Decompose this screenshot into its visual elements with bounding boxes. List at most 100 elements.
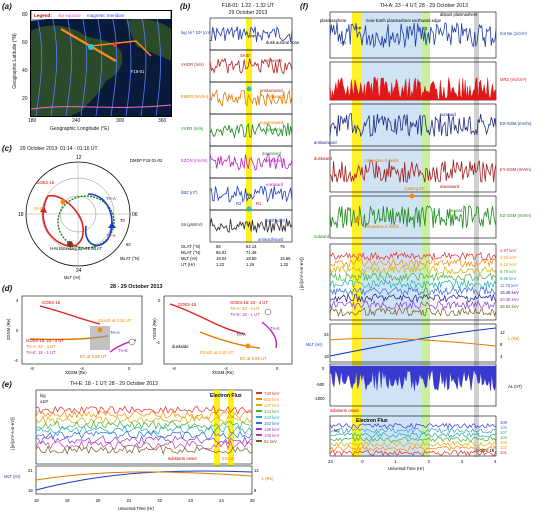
xz-frame [21, 295, 143, 365]
f-goes-legend-label: 107 [500, 430, 508, 435]
b-footer-value: 65.01 [216, 250, 227, 255]
equatorward-label: equatorward [260, 120, 284, 125]
e-energy-trace [35, 419, 253, 431]
r1-label: R1 [256, 201, 262, 206]
b-row-ylabel: VHOR (m/s) [181, 62, 204, 67]
b-row-ylabel: δBZ (nT) [181, 190, 198, 195]
b-row-trace [209, 26, 293, 43]
magnetic-meridians [35, 11, 161, 116]
e-xtick: 22 [157, 498, 162, 503]
xtick-240: 240 [72, 118, 81, 124]
xtick-360: 360 [158, 118, 167, 124]
e-electron-flux: Electron Flux [210, 393, 242, 399]
orbit-plots: GOES-15 ESAID at 0.18 UT TH-E TH-A EC at… [6, 295, 293, 375]
f-goes-legend-label: 109 [500, 420, 508, 425]
d-right-legend-tha: TH-A: 23 - 4 UT [230, 306, 260, 311]
f-vg: VG [340, 40, 346, 45]
b-footer-value: 75 [280, 244, 285, 249]
f-conv-e2: convective E fields [364, 224, 399, 229]
mlt-tick-24: 24 [76, 268, 82, 274]
e-legend-label: 108 keV [264, 433, 280, 438]
panel-b-label: (b) [180, 2, 191, 11]
f-ion-legend-label: 15.48 keV [500, 290, 519, 295]
downward-label: downward [262, 151, 282, 156]
f-goes-trace [329, 449, 497, 457]
panel-e-plot: Electron Flux substorm onset ESAID log x… [4, 389, 280, 511]
e-legend-swatch [256, 416, 262, 418]
map-xlabel: Geographic Longitude (°E) [50, 126, 110, 132]
f-l-label: L (Re) [508, 336, 520, 341]
f-pp: PP [356, 26, 362, 31]
f-tb-band [422, 12, 430, 457]
svg-text:0: 0 [128, 366, 131, 371]
f-ion-trace [329, 307, 497, 318]
f-row-label: EZ-GSM (mV/m) [500, 213, 532, 218]
legend-magnetic-meridian: magnetic meridian [86, 12, 125, 18]
svg-text:0: 0 [322, 366, 325, 371]
panel-d-title: 28 - 29 October 2013 [110, 284, 163, 290]
f-goes15: GOES-15 [476, 448, 495, 453]
e-xlabel: Universal Time (Hr) [118, 506, 155, 511]
b-row-trace [209, 186, 293, 203]
f-inward: inward [450, 208, 463, 213]
e-legend-label: 182 keV [264, 421, 280, 426]
e-energy-trace [35, 425, 253, 435]
dmsp-label: DMSP F18 01-02 [130, 158, 163, 163]
d-left-tha: TH-A [110, 330, 120, 335]
mlat-60: 60 [126, 242, 131, 247]
f-ion-ylabel: j [e/(cm²-s-sr-eV)] [299, 257, 304, 291]
d-right-the: TH-E [270, 326, 280, 331]
svg-text:12: 12 [500, 330, 505, 335]
f-ion-legend-label: 3.92 keV [500, 255, 517, 260]
f-mlt-frame [329, 323, 497, 363]
f-xtick: 4 [494, 459, 497, 464]
e-legend-label: 562 keV [264, 397, 280, 402]
said-label: SAID [240, 53, 250, 58]
ytick-40: 40 [22, 68, 28, 74]
e-energy-trace [35, 410, 253, 420]
svg-text:18: 18 [324, 354, 329, 359]
f-duskward: duskward [314, 156, 333, 161]
said-marker-vhor [246, 86, 252, 92]
e-legend-swatch [256, 404, 262, 406]
svg-text:12: 12 [254, 468, 259, 473]
panel-f-title: TH-A: 23 - 4 UT; 28 - 29 October 2013 [380, 3, 468, 9]
the-label: TH-E [106, 233, 116, 238]
said-polar-label: SAID [34, 206, 44, 211]
f-ion-legend-label: 26.83 keV [500, 304, 519, 309]
e-energy-trace [35, 430, 253, 440]
e-legend-label: 82 keV [264, 439, 277, 444]
svg-text:-4: -4 [14, 358, 18, 363]
panel-e-label: (e) [2, 380, 12, 389]
b-footer-value: 1.26 [246, 262, 255, 267]
b-row-ylabel: VVER (m/s) [181, 126, 204, 131]
xy-frame [163, 295, 293, 365]
svg-text:-4: -4 [156, 340, 160, 345]
greenland-europe-land [126, 18, 171, 61]
f-rotating-ec: rotating EC [404, 186, 425, 191]
f-goes-trace [329, 436, 497, 443]
f-tb: TB [422, 26, 428, 31]
mlt-tick-12: 12 [76, 155, 82, 161]
d-right-legend-the: TH-E: 18 - 1 UT [230, 312, 260, 317]
svg-text:4: 4 [500, 354, 503, 359]
d-right-ylabel: YGSM (Re) [152, 318, 157, 340]
ytick-60: 60 [22, 40, 28, 46]
e-legend-swatch [256, 398, 262, 400]
panel-a-label: (a) [2, 2, 12, 11]
e-legend-swatch [256, 434, 262, 436]
svg-text:-8: -8 [30, 366, 34, 371]
d-right-xlabel: XGSM (Re) [212, 370, 234, 375]
poleward-label: poleward [266, 94, 284, 99]
panel-b-subtitle: 29 October 2013 [228, 10, 268, 16]
e-l-label: L (Re) [262, 476, 274, 481]
eastward-label: eastward [266, 182, 284, 187]
b-footer-value: 19.04 [216, 256, 227, 261]
f-goes-legend-label: 103 [500, 440, 508, 445]
f-plasmasphere: plasmasphere [320, 18, 347, 23]
earthward-label: earthward [266, 218, 285, 223]
f-ion-trace [329, 292, 497, 304]
d-right-goes: GOES-15 [178, 302, 197, 307]
svg-text:0: 0 [16, 328, 19, 333]
mlt-label: MLT (Hr) [64, 275, 81, 280]
